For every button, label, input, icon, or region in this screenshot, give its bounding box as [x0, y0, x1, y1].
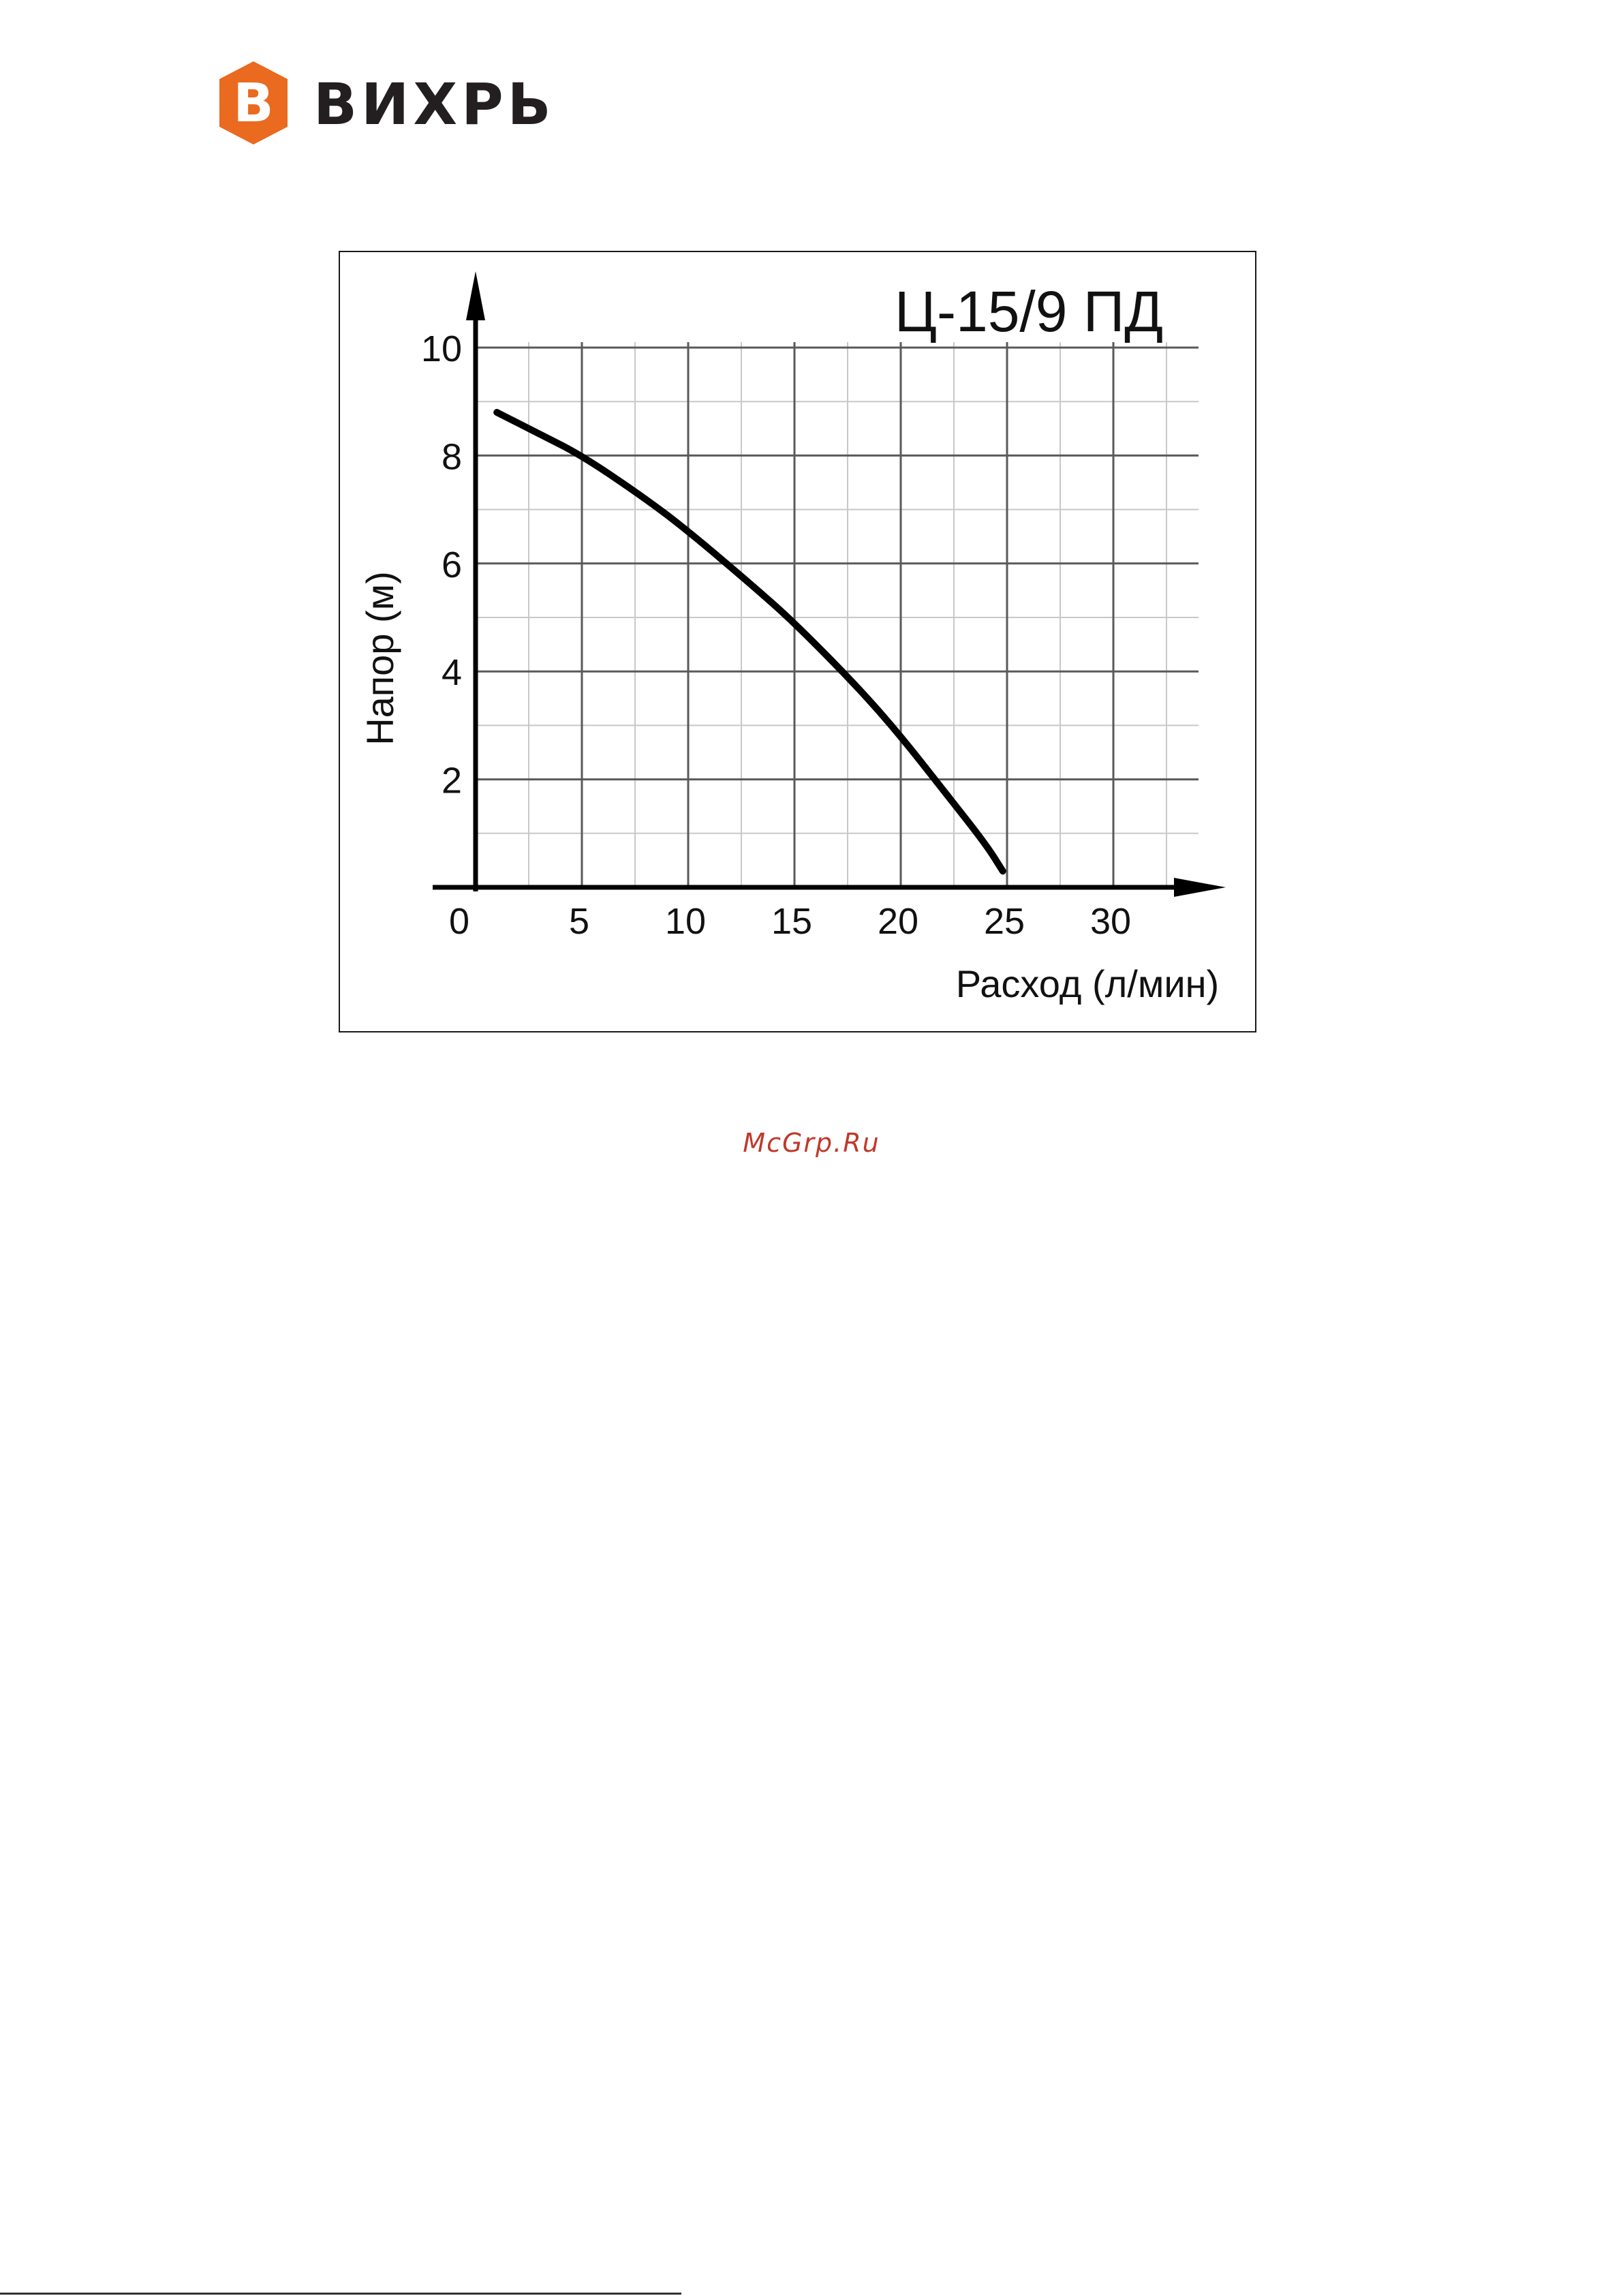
chart-title: Ц-15/9 ПД — [895, 279, 1163, 343]
watermark: McGrp.Ru — [743, 1128, 880, 1158]
logo-hexagon-icon — [219, 61, 288, 144]
pump-performance-chart: 0 5 10 15 20 25 30 2 4 6 8 10 Ц-15/9 ПД Расход (л/мин… — [358, 271, 1226, 1005]
y-tick-label: 4 — [442, 652, 462, 693]
x-axis-label: Расход (л/мин) — [956, 962, 1219, 1005]
x-tick-label: 20 — [878, 901, 918, 942]
y-tick-label: 10 — [421, 328, 462, 369]
logo-letter: В — [233, 73, 273, 134]
chart-frame: 0 5 10 15 20 25 30 2 4 6 8 10 Ц-15/9 ПД Расход (л/мин… — [339, 251, 1256, 1032]
bottom-rule — [0, 2293, 681, 2295]
x-tick-label: 5 — [569, 901, 589, 942]
x-axis-arrow — [1174, 878, 1226, 897]
x-tick-label: 25 — [984, 901, 1025, 942]
brand-logo: В ВИХРЬ — [219, 61, 555, 144]
x-tick-label: 15 — [771, 901, 812, 942]
y-tick-label: 2 — [442, 761, 462, 801]
x-tick-label: 10 — [665, 901, 706, 942]
y-tick-label: 8 — [442, 436, 462, 477]
y-tick-label: 6 — [442, 545, 462, 585]
y-axis-arrow — [466, 271, 485, 320]
x-tick-label: 0 — [449, 901, 469, 942]
brand-name: ВИХРЬ — [313, 71, 555, 138]
series-line-1 — [493, 409, 1006, 875]
y-axis-label: Напор (м) — [358, 571, 401, 746]
x-tick-label: 30 — [1090, 901, 1131, 942]
